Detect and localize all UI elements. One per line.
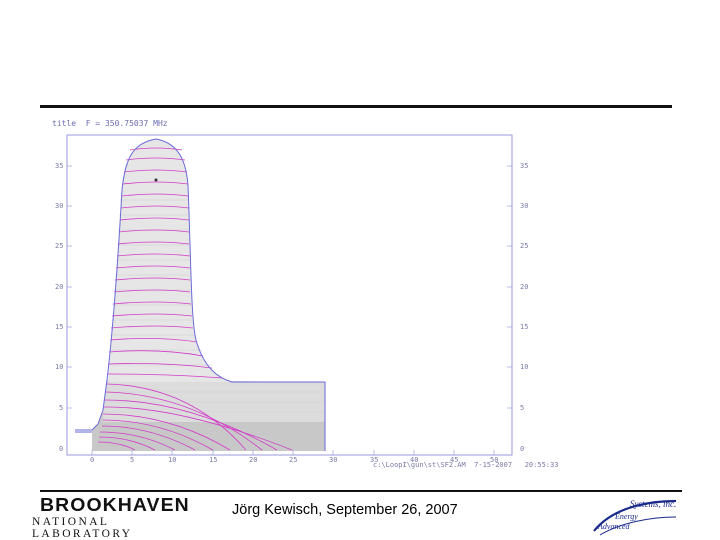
plot-file-info: c:\LoopI\gun\st\SF2.AM 7-15-2007 20:55:3… [373, 461, 559, 469]
y-tick-left: 5 [59, 404, 64, 412]
bottom-divider-line [40, 490, 682, 492]
y-tick-left: 10 [55, 363, 64, 371]
y-tick-right: 30 [520, 202, 529, 210]
slide-footer-author-date: Jörg Kewisch, September 26, 2007 [232, 502, 458, 518]
y-tick-left: 20 [55, 283, 64, 291]
y-tick-left: 30 [55, 202, 64, 210]
x-tick: 30 [329, 456, 338, 464]
x-tick: 10 [168, 456, 177, 464]
plot-frame [66, 134, 513, 456]
y-tick-right: 15 [520, 323, 529, 331]
aes-logo: Systems, inc. Energy Advanced [593, 499, 676, 536]
aes-logo-word3: Advanced [597, 522, 631, 531]
y-tick-right: 20 [520, 283, 529, 291]
field-lines [97, 147, 293, 451]
brookhaven-logo-line2: NATIONAL LABORATORY [32, 516, 133, 540]
marker-point [154, 178, 158, 182]
y-tick-right: 5 [520, 404, 525, 412]
x-tick: 0 [90, 456, 95, 464]
y-tick-left: 15 [55, 323, 64, 331]
y-tick-right: 10 [520, 363, 529, 371]
y-tick-right: 35 [520, 162, 529, 170]
x-tick: 5 [130, 456, 135, 464]
plot-title: title F = 350.75037 MHz [52, 119, 168, 128]
brookhaven-logo: BROOKHAVEN NATIONAL LABORATORY [30, 495, 195, 540]
y-tick-left: 0 [59, 445, 64, 453]
y-tick-right: 0 [520, 445, 525, 453]
aes-logo-word2: Energy [614, 512, 638, 521]
brookhaven-logo-line1: BROOKHAVEN [40, 495, 190, 515]
cavity-boundary [75, 138, 326, 451]
y-tick-left: 35 [55, 162, 64, 170]
x-tick: 40 [410, 456, 419, 464]
top-divider-line [40, 105, 672, 108]
x-tick: 20 [249, 456, 258, 464]
aes-logo-word1: Systems, inc. [630, 499, 676, 509]
y-tick-left: 25 [55, 242, 64, 250]
y-tick-right: 25 [520, 242, 529, 250]
tick-marks [67, 165, 512, 455]
x-tick: 35 [370, 456, 379, 464]
x-tick: 25 [289, 456, 298, 464]
x-tick: 50 [490, 456, 499, 464]
cavity-nose-region [108, 139, 232, 382]
x-tick: 15 [209, 456, 218, 464]
x-tick: 45 [450, 456, 459, 464]
